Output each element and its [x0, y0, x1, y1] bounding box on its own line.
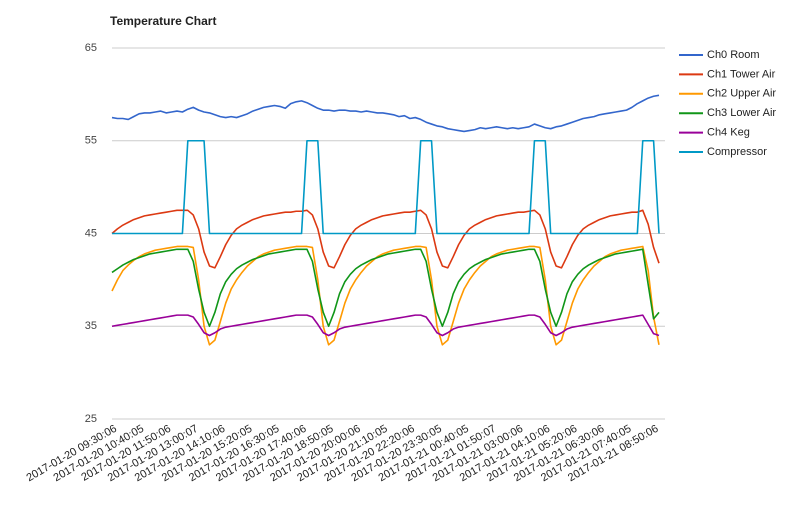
- legend-label: Ch0 Room: [707, 49, 760, 61]
- legend-label: Ch4 Keg: [707, 127, 750, 139]
- series-line: [111, 245, 660, 346]
- series-line: [112, 139, 660, 235]
- legend-label: Compressor: [707, 146, 767, 158]
- series-line: [111, 94, 660, 133]
- series-line: [111, 314, 660, 337]
- legend-label: Ch3 Lower Air: [707, 107, 776, 119]
- legend-label: Ch2 Upper Air: [707, 88, 776, 100]
- series-line: [111, 209, 660, 269]
- y-tick-label: 25: [85, 413, 97, 425]
- y-tick-label: 45: [85, 227, 97, 239]
- chart-title: Temperature Chart: [110, 14, 216, 28]
- series-line: [111, 248, 660, 328]
- y-tick-label: 35: [85, 320, 97, 332]
- legend-label: Ch1 Tower Air: [707, 68, 776, 80]
- y-tick-label: 55: [85, 135, 97, 147]
- y-tick-label: 65: [85, 42, 97, 54]
